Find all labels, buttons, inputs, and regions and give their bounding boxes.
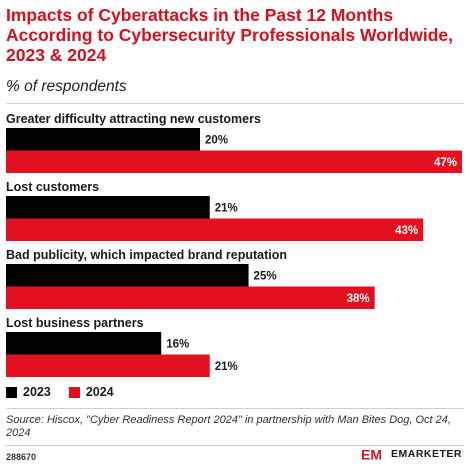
chart-legend: 2023 2024 [6,385,132,399]
footer-divider [6,445,464,446]
data-label-2023: 20% [205,134,228,146]
bar-2024 [6,286,375,309]
bar-2023 [6,128,201,151]
data-label-2023: 21% [215,202,238,214]
bar-2024 [6,218,424,241]
bar-chart: Greater difficulty attracting new custom… [6,112,462,377]
data-label-2023: 16% [166,338,189,350]
category-label: Greater difficulty attracting new custom… [6,112,261,126]
bar-2023 [6,332,162,355]
legend-item-2023: 2023 [6,385,51,399]
em-logo-icon: EM [361,447,382,461]
data-label-2023: 25% [254,270,277,282]
chart-title: Impacts of Cyberattacks in the Past 12 M… [6,5,454,65]
legend-swatch-2024 [68,386,80,398]
source-divider [6,408,464,409]
brand-logo: EM EMARKETER [361,447,462,461]
legend-label-2023: 2023 [23,385,51,399]
category-label: Bad publicity, which impacted brand repu… [6,248,287,262]
bar-2024 [6,354,210,377]
bar-2024 [6,150,462,173]
data-label-2024: 43% [395,225,418,237]
chart-id: 288670 [6,452,37,462]
source-note: Source: Hiscox, "Cyber Readiness Report … [6,414,451,439]
category-label: Lost customers [6,180,99,194]
brand-mark: EM [361,447,382,461]
data-label-2024: 38% [347,293,370,305]
category-label: Lost business partners [6,316,144,330]
legend-swatch-2023 [6,386,17,398]
data-label-2024: 21% [215,361,238,373]
brand-name: EMARKETER [390,448,462,460]
bar-2023 [6,196,210,219]
chart-subtitle: % of respondents [6,78,127,95]
title-divider [6,103,464,104]
legend-item-2024: 2024 [68,385,114,399]
bar-2023 [6,264,249,287]
legend-label-2024: 2024 [85,385,114,399]
data-label-2024: 47% [434,157,457,169]
